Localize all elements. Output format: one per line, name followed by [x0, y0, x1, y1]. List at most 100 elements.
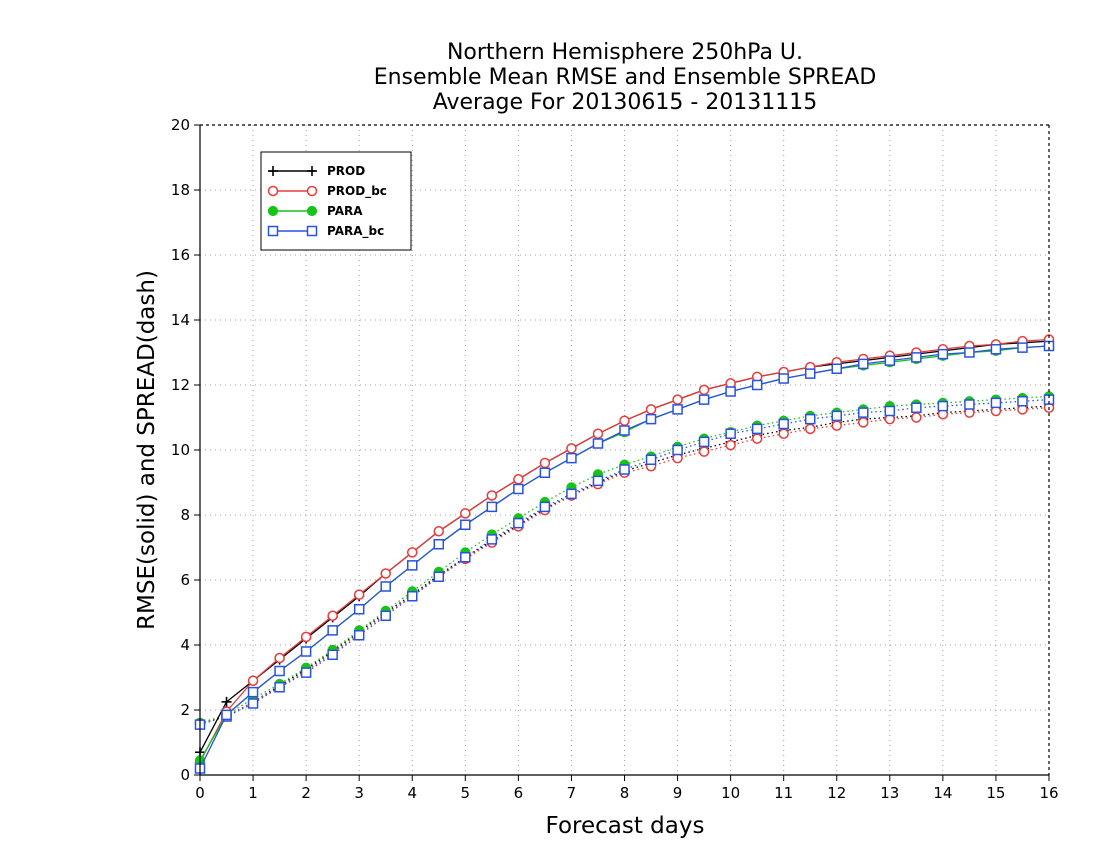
rmse-point	[247, 686, 259, 698]
rmse-point	[619, 415, 630, 426]
y-tick-label: 14	[171, 311, 190, 329]
spread-point	[831, 420, 842, 431]
spread-point	[672, 444, 683, 456]
rmse-point	[831, 363, 842, 374]
spread-point	[911, 412, 922, 423]
y-axis-label: RMSE(solid) and SPREAD(dash)	[134, 270, 160, 630]
legend-box	[260, 151, 412, 251]
spread-point	[858, 417, 869, 428]
spread-point	[804, 423, 816, 435]
spread-point	[380, 610, 391, 621]
rmse-point	[804, 368, 816, 379]
rmse-point	[911, 352, 922, 363]
spread-point	[274, 682, 285, 693]
legend-label: PARA_bc	[327, 224, 384, 239]
x-tick-label: 14	[933, 784, 952, 802]
rmse-point	[433, 526, 445, 537]
spread-point	[911, 402, 922, 413]
legend-item: PARA	[267, 204, 363, 218]
rmse-point	[513, 483, 524, 495]
x-tick-label: 15	[986, 784, 1005, 802]
x-tick-label: 7	[567, 784, 577, 802]
axes: 0 1 2 3 4 5 6 7 8 9 10 11 12 13 14 15 160246810121416182…	[171, 116, 1059, 802]
rmse-point	[672, 404, 683, 415]
series-para-bc-rmse	[194, 340, 1055, 774]
rmse-point	[460, 508, 471, 519]
x-tick-label: 16	[1039, 784, 1058, 802]
rmse-point	[964, 347, 975, 358]
spread-point	[778, 428, 789, 439]
spread-point	[804, 413, 816, 425]
rmse-point	[672, 394, 683, 405]
rmse-point	[937, 348, 949, 360]
chart-title-line-2: Ensemble Mean RMSE and Ensemble SPREAD	[374, 65, 877, 90]
spread-point	[698, 446, 710, 457]
legend-label: PARA	[327, 204, 363, 218]
spread-point	[539, 501, 551, 513]
rmse-point	[247, 675, 259, 686]
x-tick-label: 10	[721, 784, 740, 802]
spread-point	[1017, 396, 1028, 407]
spread-point	[751, 423, 763, 435]
x-tick-label: 0	[195, 784, 205, 802]
y-tick-label: 6	[180, 571, 190, 589]
x-tick-label: 8	[620, 784, 630, 802]
spread-point	[247, 698, 259, 709]
x-tick-label: 11	[774, 784, 793, 802]
series-para-bc-spread	[194, 394, 1055, 730]
spread-point	[698, 436, 710, 448]
spread-point	[566, 488, 577, 500]
rmse-point	[327, 625, 338, 636]
spread-point	[513, 517, 524, 529]
rmse-point	[300, 646, 312, 657]
spread-point	[645, 454, 657, 465]
rmse-point	[725, 386, 736, 397]
rmse-point	[327, 610, 338, 621]
rmse-point	[380, 581, 391, 592]
chart-title-line-3: Average For 20130615 - 20131115	[433, 90, 818, 115]
x-tick-label: 3	[354, 784, 364, 802]
legend-marker-left	[267, 225, 279, 237]
spread-point	[937, 400, 949, 412]
spread-point	[778, 418, 789, 430]
rmse-point	[486, 490, 498, 501]
spread-point	[858, 407, 869, 418]
spread-point	[486, 534, 498, 545]
series-layer	[194, 334, 1055, 774]
rmse-point	[751, 379, 763, 391]
rmse-point	[460, 519, 471, 530]
y-tick-label: 2	[180, 701, 190, 719]
spread-point	[751, 433, 763, 444]
legend-label: PROD	[327, 164, 365, 178]
y-tick-label: 4	[180, 636, 190, 654]
rmse-point	[407, 560, 418, 571]
legend-marker-right	[306, 185, 318, 197]
x-tick-label: 2	[301, 784, 311, 802]
y-tick-label: 20	[171, 116, 190, 134]
legend-marker-right	[306, 205, 318, 217]
spread-point	[619, 464, 630, 475]
legend-marker-left	[268, 166, 278, 176]
legend-marker-right	[307, 166, 317, 176]
rmse-point	[884, 355, 896, 366]
rmse-point	[433, 539, 445, 550]
rmse-point	[513, 474, 524, 485]
rmse-point	[566, 443, 577, 454]
spread-point	[884, 405, 896, 417]
rmse-point	[778, 373, 789, 384]
legend-marker-left	[267, 205, 279, 217]
legend-item: PROD	[268, 164, 365, 178]
rmse-point	[274, 652, 285, 664]
rmse-point	[539, 457, 551, 469]
spread-line	[199, 395, 1050, 724]
legend: PROD PROD_bc PARA PARA_bc	[260, 151, 412, 251]
spread-point	[725, 428, 736, 439]
spread-point	[433, 571, 445, 582]
x-tick-label: 13	[880, 784, 899, 802]
y-tick-label: 8	[180, 506, 190, 524]
x-tick-label: 1	[248, 784, 258, 802]
x-tick-label: 12	[827, 784, 846, 802]
chart-title-line-1: Northern Hemisphere 250hPa U.	[447, 40, 803, 65]
